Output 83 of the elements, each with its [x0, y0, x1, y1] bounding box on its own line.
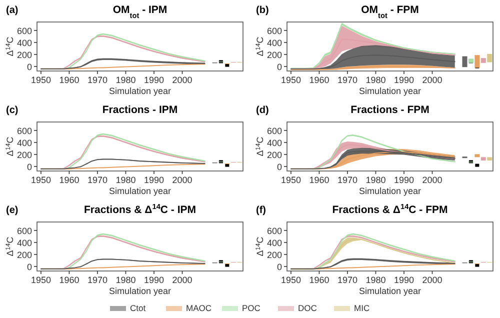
chart-title: OM$_{tot}$ - IPM: [112, 4, 168, 20]
y-tick-label: 600: [16, 126, 32, 136]
x-tick-label: 2000: [172, 175, 192, 185]
x-tick-label: 1950: [280, 275, 301, 285]
x-tick-label: 1980: [366, 175, 386, 185]
x-tick-label: 2000: [422, 275, 442, 285]
x-tick-label: 1960: [59, 175, 80, 185]
x-tick-label: 1970: [337, 75, 358, 85]
legend-label: MAOC: [186, 303, 212, 313]
y-tick-label: 0: [26, 62, 32, 72]
x-tick-label: 1980: [116, 175, 136, 185]
y-tick-label: 200: [266, 50, 282, 60]
x-tick-label: 1960: [59, 75, 80, 85]
legend-label: Ctot: [130, 303, 146, 313]
x-axis-title: Simulation year: [108, 86, 172, 96]
y-tick-label: 400: [266, 138, 282, 148]
y-tick-label: 600: [16, 226, 32, 236]
text: (b): [256, 5, 269, 16]
y-tick-label: 400: [16, 138, 32, 148]
chart-title: Fractions - IPM: [102, 104, 178, 116]
x-tick-label: 1980: [116, 275, 136, 285]
y-tick-label: 200: [16, 50, 32, 60]
legend-label: MIC: [354, 303, 370, 313]
x-tick-label: 1980: [366, 75, 386, 85]
x-tick-label: 1950: [30, 275, 51, 285]
y-tick-label: 0: [276, 62, 282, 72]
x-tick-label: 1990: [394, 75, 414, 85]
y-tick-label: 200: [16, 150, 32, 160]
x-tick-label: 2000: [422, 75, 442, 85]
x-tick-label: 2000: [172, 275, 192, 285]
chart-title: OM$_{tot}$ - FPM: [361, 4, 420, 20]
x-tick-label: 1950: [280, 175, 301, 185]
x-axis-title: Simulation year: [358, 286, 422, 296]
x-tick-label: 1980: [366, 275, 386, 285]
text: (e): [6, 205, 18, 216]
y-tick-label: 0: [276, 262, 282, 272]
x-tick-label: 1970: [87, 175, 108, 185]
y-tick-label: 0: [26, 162, 32, 172]
x-tick-label: 1980: [116, 75, 136, 85]
x-tick-label: 1960: [309, 175, 330, 185]
y-tick-label: 400: [266, 238, 282, 248]
text: (f): [256, 205, 266, 216]
x-tick-label: 1990: [394, 175, 414, 185]
legend-label: POC: [242, 303, 260, 313]
y-tick-label: 600: [16, 26, 32, 36]
x-tick-label: 2000: [172, 75, 192, 85]
x-tick-label: 1950: [30, 175, 51, 185]
x-axis-title: Simulation year: [108, 286, 172, 296]
y-tick-label: 0: [276, 162, 282, 172]
y-tick-label: 600: [266, 26, 282, 36]
y-tick-label: 200: [266, 250, 282, 260]
y-tick-label: 600: [266, 126, 282, 136]
x-tick-label: 1970: [337, 275, 358, 285]
x-tick-label: 2000: [422, 175, 442, 185]
x-axis-title: Simulation year: [108, 186, 172, 196]
x-tick-label: 1990: [144, 275, 164, 285]
chart-title: Fractions - FPM: [350, 104, 430, 116]
y-tick-label: 400: [16, 238, 32, 248]
x-tick-label: 1960: [309, 275, 330, 285]
y-tick-label: 600: [266, 226, 282, 236]
legend-label: DOC: [298, 303, 317, 313]
y-tick-label: 200: [16, 250, 32, 260]
x-tick-label: 1990: [394, 275, 414, 285]
text: (a): [6, 5, 18, 16]
x-tick-label: 1990: [144, 75, 164, 85]
text: (c): [6, 105, 18, 116]
x-axis-title: Simulation year: [358, 186, 422, 196]
text: (d): [256, 105, 269, 116]
chart-title: Fractions & Δ$^{14}$C - FPM: [332, 202, 448, 216]
chart-title: Fractions & Δ$^{14}$C - IPM: [84, 202, 196, 216]
y-tick-label: 0: [26, 262, 32, 272]
x-tick-label: 1970: [87, 275, 108, 285]
x-tick-label: 1950: [30, 75, 51, 85]
y-tick-label: 400: [16, 38, 32, 48]
x-tick-label: 1990: [144, 175, 164, 185]
x-tick-label: 1970: [337, 175, 358, 185]
x-tick-label: 1960: [59, 275, 80, 285]
y-tick-label: 200: [266, 150, 282, 160]
x-tick-label: 1960: [309, 75, 330, 85]
x-axis-title: Simulation year: [358, 86, 422, 96]
x-tick-label: 1970: [87, 75, 108, 85]
y-tick-label: 400: [266, 38, 282, 48]
x-tick-label: 1950: [280, 75, 301, 85]
